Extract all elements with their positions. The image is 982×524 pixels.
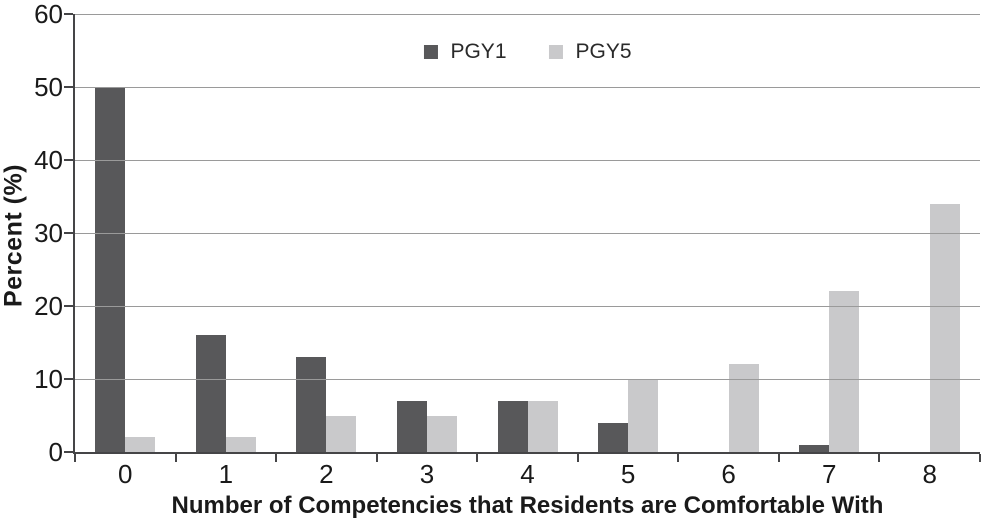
bar-pgy5-cat1 (225, 437, 256, 452)
bar-pgy1-cat1 (195, 335, 226, 452)
gridline-50 (75, 87, 980, 88)
bar-group-1 (176, 14, 277, 452)
y-tick-label-20: 20 (34, 291, 63, 321)
bar-pgy1-cat7 (799, 444, 830, 452)
bar-pgy5-cat2 (326, 415, 357, 452)
x-tick-4 (476, 454, 479, 462)
x-tick-label-2: 2 (319, 459, 334, 489)
plot-area: PGY1 PGY5 (73, 14, 980, 454)
bar-pgy1-cat5 (598, 422, 629, 452)
y-tick-label-40: 40 (34, 145, 63, 175)
bar-pgy5-cat0 (125, 437, 156, 452)
x-tick-6 (677, 454, 680, 462)
bar-pgy5-cat5 (628, 379, 659, 452)
bar-pgy1-cat2 (296, 357, 327, 452)
y-tick-label-10: 10 (34, 364, 63, 394)
y-tick-0 (64, 451, 73, 453)
gridline-20 (75, 306, 980, 307)
bar-pgy1-cat3 (396, 400, 427, 452)
bar-groups (75, 14, 980, 452)
bar-pgy5-cat7 (829, 291, 860, 452)
x-tick-8 (878, 454, 881, 462)
x-tick-label-1: 1 (218, 459, 234, 489)
x-tick-5 (576, 454, 579, 462)
x-tick-label-3: 3 (419, 459, 435, 489)
gridline-60 (75, 14, 980, 15)
bar-pgy5-cat8 (929, 203, 960, 452)
legend-item-pgy1: PGY1 (423, 40, 507, 64)
bar-group-3 (377, 14, 478, 452)
x-axis-tick-labels: 0 1 2 3 4 5 6 7 8 (75, 460, 980, 488)
bar-pgy5-cat6 (728, 364, 759, 452)
bar-pgy5-cat4 (527, 400, 558, 452)
y-tick-50 (64, 86, 73, 88)
y-tick-label-50: 50 (34, 72, 63, 102)
bar-pgy1-cat4 (497, 400, 528, 452)
x-tick-label-4: 4 (520, 459, 535, 489)
bar-group-8 (880, 14, 981, 452)
y-tick-30 (64, 232, 73, 234)
x-tick-label-6: 6 (721, 459, 736, 489)
bar-group-4 (477, 14, 578, 452)
y-tick-60 (64, 13, 73, 15)
bar-group-2 (276, 14, 377, 452)
legend-label-pgy5: PGY5 (575, 40, 632, 63)
bar-group-7 (779, 14, 880, 452)
x-tick-3 (375, 454, 378, 462)
bar-pgy5-cat3 (426, 415, 457, 452)
legend-swatch-pgy5 (548, 45, 563, 59)
legend-label-pgy1: PGY1 (450, 40, 507, 63)
bar-group-5 (578, 14, 679, 452)
gridline-10 (75, 379, 980, 380)
y-tick-10 (64, 378, 73, 380)
x-tick-label-8: 8 (922, 459, 938, 489)
y-tick-40 (64, 159, 73, 161)
legend-item-pgy5: PGY5 (548, 40, 632, 64)
gridline-40 (75, 160, 980, 161)
legend-swatch-pgy1 (423, 45, 438, 59)
legend: PGY1 PGY5 (423, 40, 632, 64)
gridline-30 (75, 233, 980, 234)
x-tick-0 (74, 454, 76, 462)
x-axis-title: Number of Competencies that Residents ar… (171, 492, 884, 519)
y-tick-label-30: 30 (34, 218, 63, 248)
x-tick-2 (275, 454, 278, 462)
x-tick-label-5: 5 (620, 459, 636, 489)
y-tick-label-60: 60 (34, 0, 63, 29)
x-tick-7 (777, 454, 780, 462)
x-tick-1 (174, 454, 177, 462)
y-tick-label-0: 0 (48, 437, 63, 467)
bar-group-0 (75, 14, 176, 452)
x-tick-9 (979, 454, 981, 462)
x-tick-label-0: 0 (118, 459, 133, 489)
bar-pgy1-cat0 (95, 87, 126, 452)
x-tick-label-7: 7 (821, 459, 837, 489)
y-tick-20 (64, 305, 73, 307)
